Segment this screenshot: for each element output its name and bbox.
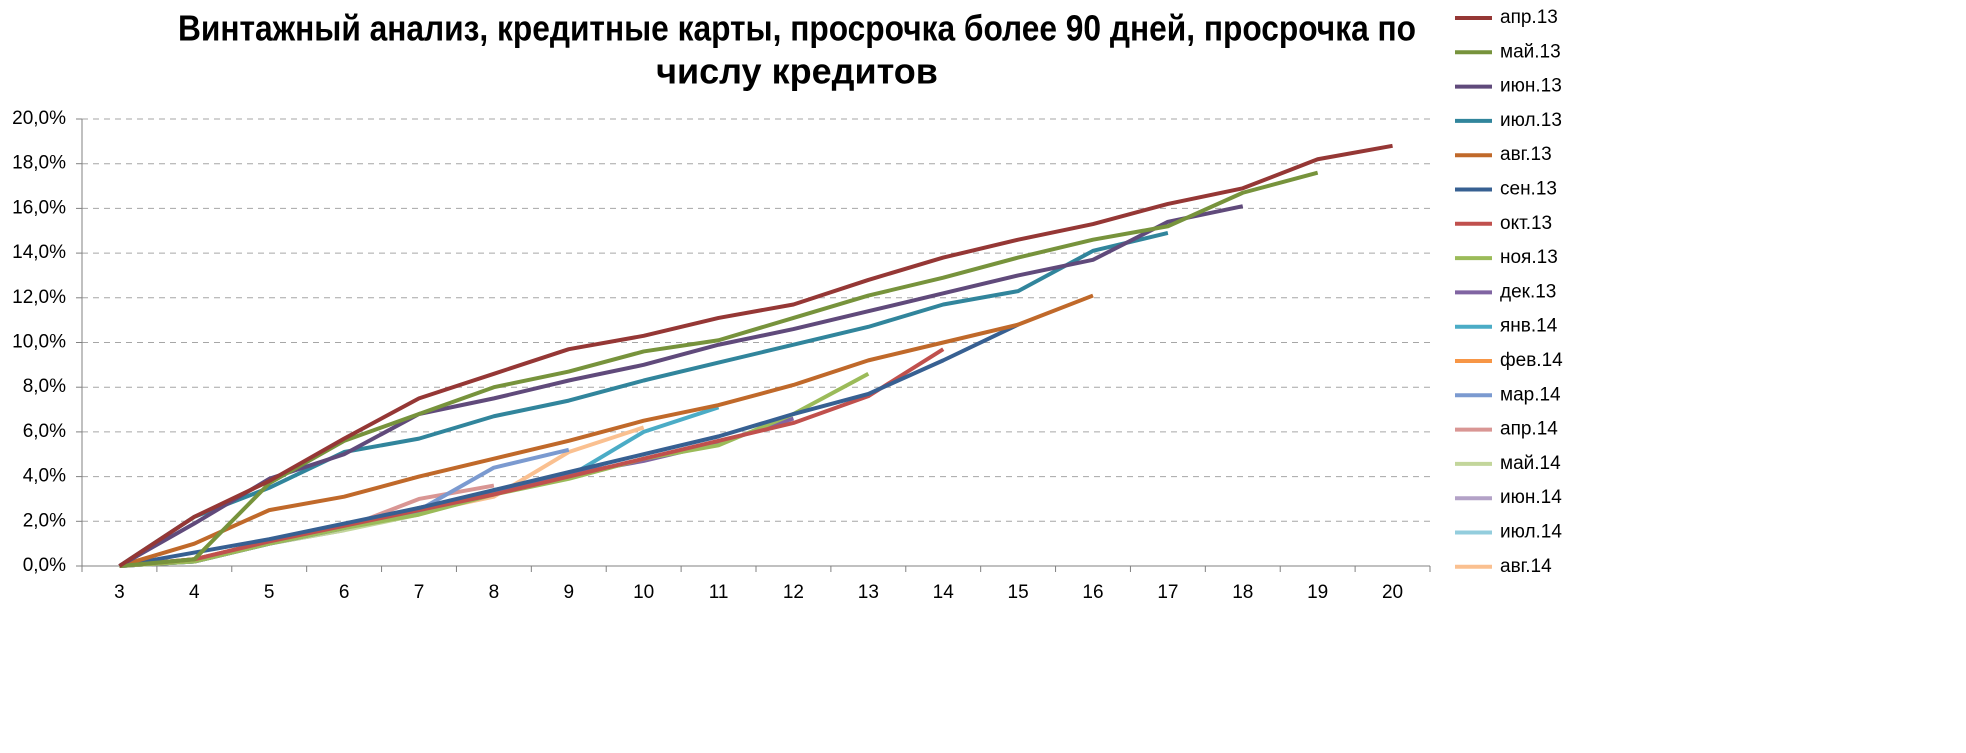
legend-label: ноя.13 [1500, 247, 1558, 268]
y-tick-label: 0,0% [23, 555, 66, 576]
x-tick-label: 12 [783, 582, 804, 603]
x-tick-label: 20 [1382, 582, 1403, 603]
legend-label: июн.13 [1500, 76, 1562, 97]
x-tick-label: 6 [339, 582, 350, 603]
chart-title: Винтажный анализ, кредитные карты, проср… [178, 8, 1416, 49]
x-tick-label: 4 [189, 582, 200, 603]
y-tick-label: 18,0% [12, 153, 66, 174]
x-tick-label: 5 [264, 582, 275, 603]
legend-label: апр.14 [1500, 419, 1558, 440]
x-tick-label: 13 [858, 582, 879, 603]
y-tick-label: 14,0% [12, 242, 66, 263]
legend-label: июн.14 [1500, 487, 1562, 508]
legend-label: янв.14 [1500, 316, 1558, 337]
legend-label: фев.14 [1500, 350, 1563, 371]
legend-label: июл.13 [1500, 110, 1562, 131]
y-tick-label: 6,0% [23, 421, 66, 442]
legend-label: июл.14 [1500, 522, 1562, 543]
x-tick-label: 8 [489, 582, 500, 603]
chart-title: числу кредитов [656, 51, 938, 92]
legend-label: сен.13 [1500, 179, 1557, 200]
y-tick-label: 8,0% [23, 376, 66, 397]
y-tick-label: 2,0% [23, 510, 66, 531]
legend-label: апр.13 [1500, 7, 1558, 28]
legend-label: май.13 [1500, 41, 1561, 62]
x-tick-label: 10 [633, 582, 654, 603]
x-tick-label: 18 [1232, 582, 1253, 603]
y-tick-label: 20,0% [12, 108, 66, 129]
x-tick-label: 19 [1307, 582, 1328, 603]
y-tick-label: 10,0% [12, 332, 66, 353]
y-tick-label: 16,0% [12, 197, 66, 218]
series-line [118, 143, 1393, 568]
series-line [119, 447, 570, 568]
series-line [118, 231, 1169, 568]
legend-label: авг.13 [1500, 144, 1552, 165]
series-line [118, 204, 1244, 568]
legend-label: авг.14 [1500, 556, 1552, 577]
x-tick-label: 11 [709, 582, 729, 603]
x-tick-label: 7 [414, 582, 425, 603]
x-tick-label: 17 [1157, 582, 1178, 603]
legend-label: дек.13 [1500, 281, 1556, 302]
y-tick-label: 12,0% [12, 287, 66, 308]
series-line [119, 425, 645, 568]
series-line [119, 170, 1319, 568]
series-line [118, 293, 1094, 568]
legend-label: мар.14 [1500, 384, 1561, 405]
legend-label: май.14 [1500, 453, 1561, 474]
x-tick-label: 9 [563, 582, 574, 603]
x-tick-label: 15 [1008, 582, 1029, 603]
x-tick-label: 14 [933, 582, 955, 603]
x-tick-label: 16 [1082, 582, 1103, 603]
legend-label: окт.13 [1500, 213, 1552, 234]
x-tick-label: 3 [114, 582, 125, 603]
y-tick-label: 4,0% [23, 466, 66, 487]
series-line [119, 322, 1019, 568]
series-line [119, 347, 945, 568]
